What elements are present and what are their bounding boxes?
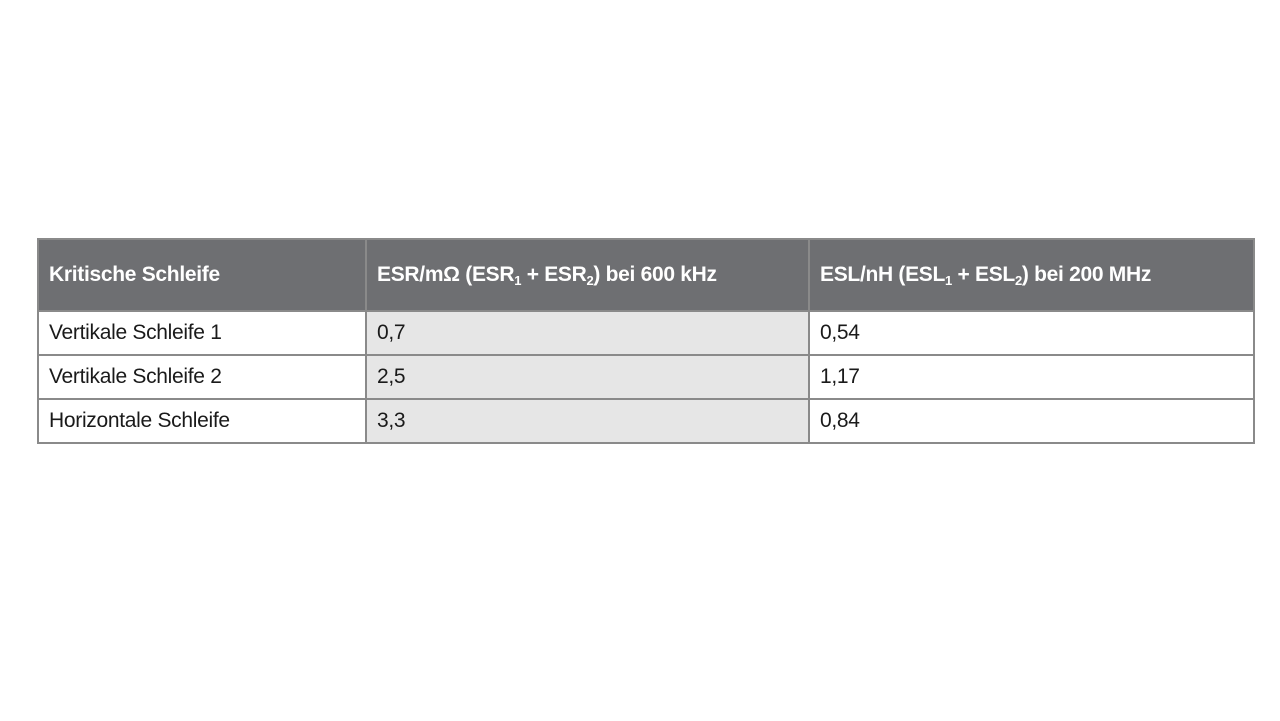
header-text: + ESL — [951, 262, 1016, 286]
table-row: Horizontale Schleife 3,3 0,84 — [37, 398, 1255, 444]
table-cell: 0,84 — [808, 398, 1255, 444]
header-row: Kritische Schleife ESR/mΩ (ESR1 + ESR2) b… — [37, 238, 1255, 312]
table-cell: 3,3 — [365, 398, 810, 444]
subscript: 1 — [514, 272, 522, 288]
header-text: + ESR — [521, 262, 587, 286]
table-cell: 0,7 — [365, 310, 810, 356]
table-body: Vertikale Schleife 1 0,7 0,54 Vertikale Sch… — [37, 310, 1255, 444]
header-text: ESR/mΩ (ESR — [377, 262, 515, 286]
header-text: ) bei 200 MHz — [1021, 262, 1152, 286]
header-text: Kritische Schleife — [49, 263, 220, 286]
header-cell: ESL/nH (ESL1 + ESL2) bei 200 MHz — [808, 238, 1255, 312]
table-cell: Vertikale Schleife 1 — [37, 310, 367, 356]
table-cell: 2,5 — [365, 354, 810, 400]
table-cell: Vertikale Schleife 2 — [37, 354, 367, 400]
subscript: 2 — [586, 272, 594, 288]
header-text: ) bei 600 kHz — [593, 262, 717, 286]
subscript: 2 — [1014, 272, 1022, 288]
table-cell: 0,54 — [808, 310, 1255, 356]
header-cell: ESR/mΩ (ESR1 + ESR2) bei 600 kHz — [365, 238, 810, 312]
subscript: 1 — [945, 272, 952, 288]
header-cell: Kritische Schleife — [37, 238, 367, 312]
header-text: ESL/nH (ESL — [820, 262, 946, 286]
data-table: Kritische Schleife ESR/mΩ (ESR1 + ESR2) b… — [37, 238, 1255, 444]
table-row: Vertikale Schleife 2 2,5 1,17 — [37, 354, 1255, 400]
table-cell: Horizontale Schleife — [37, 398, 367, 444]
table-wrapper: Kritische Schleife ESR/mΩ (ESR1 + ESR2) b… — [37, 238, 1255, 444]
table-row: Vertikale Schleife 1 0,7 0,54 — [37, 310, 1255, 356]
table-cell: 1,17 — [808, 354, 1255, 400]
